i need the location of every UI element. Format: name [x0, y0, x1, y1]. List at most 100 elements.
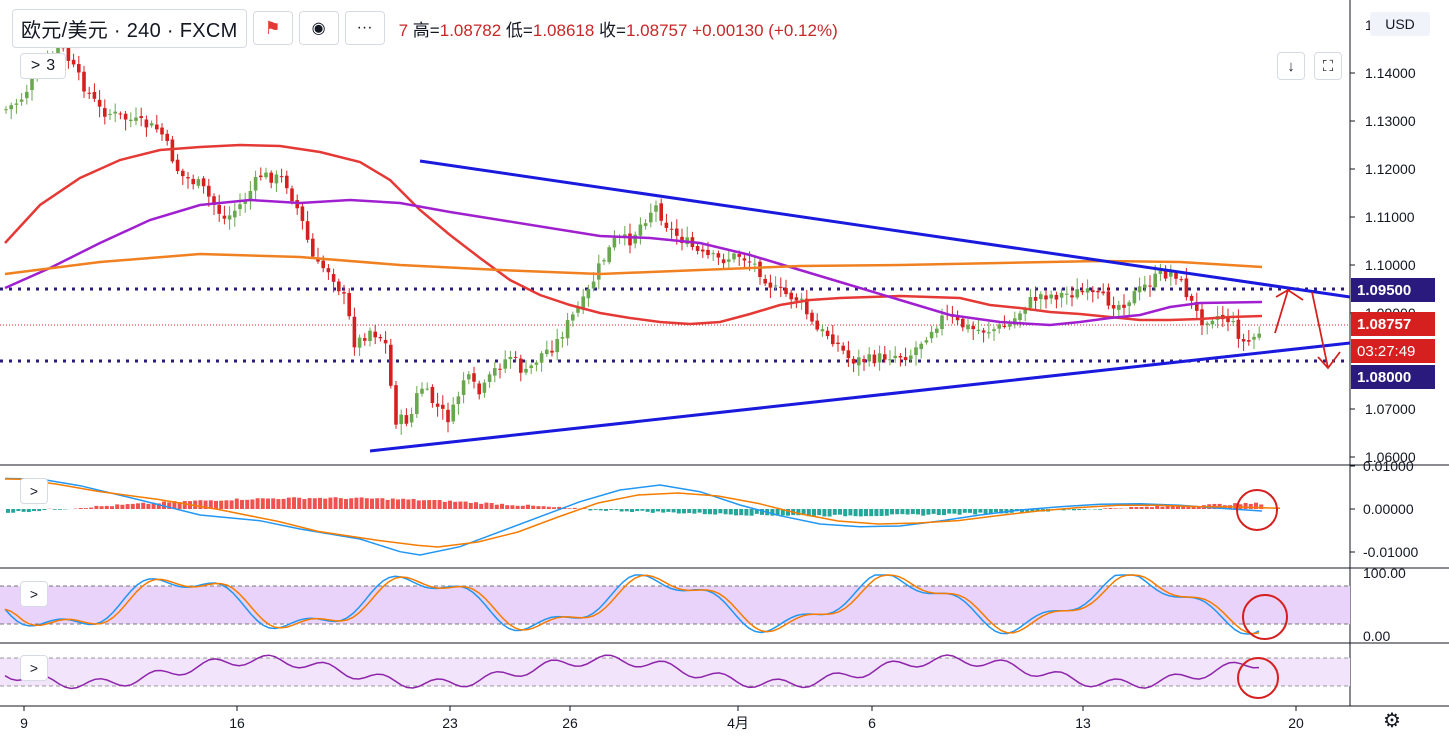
macd-tick-label: 0.00000: [1363, 501, 1414, 517]
macd-hist-bar: [1129, 506, 1134, 509]
macd-hist-bar: [713, 509, 718, 515]
macd-hist-bar: [26, 509, 31, 513]
macd-hist-bar: [276, 499, 281, 509]
macd-pane-toggle[interactable]: >: [20, 478, 48, 504]
macd-hist-bar: [328, 497, 333, 509]
candle-body: [581, 296, 585, 310]
currency-label[interactable]: USD: [1370, 12, 1430, 36]
stoch-highlight-circle: [1242, 594, 1288, 640]
candle-body: [524, 368, 528, 373]
candle-body: [1163, 270, 1168, 279]
candle-body: [441, 404, 445, 409]
fullscreen-icon[interactable]: ⛶: [1314, 52, 1342, 80]
resistance-price-label: 1.09500: [1351, 278, 1435, 302]
macd-hist-bar: [619, 509, 624, 512]
candle-body: [1028, 297, 1033, 308]
macd-hist-bar: [661, 509, 666, 513]
macd-hist-bar: [692, 509, 697, 514]
macd-hist-bar: [1176, 506, 1180, 509]
annotation-arrowhead: [1275, 289, 1289, 298]
indicators-toggle[interactable]: >3: [20, 53, 66, 79]
macd-hist-bar: [94, 505, 99, 509]
more-icon[interactable]: ···: [344, 11, 385, 45]
macd-hist-bar: [32, 509, 36, 512]
macd-hist-bar: [926, 509, 931, 515]
candle-body: [269, 172, 273, 183]
macd-hist-bar: [422, 500, 426, 509]
candle-body: [66, 47, 71, 61]
eye-icon[interactable]: ◉: [298, 11, 339, 45]
macd-hist-bar: [130, 503, 135, 509]
macd-hist-bar: [333, 497, 338, 509]
macd-hist-bar: [6, 509, 10, 513]
candle-body: [742, 258, 747, 261]
candle-body: [196, 179, 201, 186]
rsi-band: [0, 658, 1350, 686]
download-icon[interactable]: ↓: [1277, 52, 1305, 80]
candle-body: [1158, 270, 1163, 275]
settings-gear-icon[interactable]: ⚙: [1383, 710, 1401, 732]
candle-body: [446, 409, 450, 423]
candle-body: [1252, 336, 1256, 340]
price-tick-label: 1.13000: [1365, 113, 1416, 129]
symbol-button[interactable]: 欧元/美元 · 240 · FXCM: [12, 8, 247, 48]
candle-body: [1226, 317, 1230, 323]
macd-hist-bar: [448, 500, 452, 509]
candle-body: [253, 176, 258, 191]
macd-hist-bar: [1020, 509, 1024, 513]
macd-hist-bar: [567, 508, 572, 509]
candle-body: [555, 338, 559, 353]
candle-body: [669, 228, 674, 230]
macd-hist-bar: [463, 501, 468, 509]
macd-hist-bar: [546, 506, 551, 509]
candle-body: [924, 340, 929, 343]
candle-body: [519, 358, 523, 373]
macd-hist-bar: [1077, 509, 1082, 511]
macd-hist-bar: [931, 509, 936, 514]
candle-body: [992, 329, 996, 332]
macd-hist-bar: [916, 509, 920, 515]
macd-hist-bar: [1139, 506, 1144, 509]
flag-icon[interactable]: ⚑: [252, 11, 293, 45]
macd-line: [4, 477, 1263, 556]
macd-hist-bar: [780, 509, 785, 516]
macd-hist-bar: [401, 498, 406, 509]
macd-hist-bar: [1170, 506, 1175, 509]
macd-hist-bar: [734, 509, 738, 516]
candle-body: [1205, 323, 1209, 325]
macd-hist-bar: [853, 509, 858, 517]
rsi-pane-toggle[interactable]: >: [20, 655, 48, 681]
stoch-pane-toggle[interactable]: >: [20, 581, 48, 607]
candle-body: [732, 253, 736, 260]
candle-body: [680, 236, 684, 244]
candle-body: [139, 116, 143, 119]
macd-hist-bar: [141, 502, 146, 509]
candle-body: [394, 385, 398, 425]
macd-hist-bar: [437, 499, 442, 509]
candle-body: [1200, 309, 1204, 325]
candle-body: [461, 380, 466, 395]
candle-body: [836, 342, 840, 345]
stoch-band: [0, 586, 1350, 624]
macd-hist-bar: [942, 509, 946, 516]
candle-body: [503, 359, 507, 369]
candle-body: [1044, 295, 1048, 300]
macd-hist-bar: [182, 501, 187, 509]
macd-hist-bar: [624, 509, 629, 512]
macd-hist-bar: [250, 499, 255, 509]
macd-hist-bar: [453, 501, 458, 509]
candle-body: [123, 113, 128, 120]
macd-hist-bar: [978, 509, 983, 513]
candle-body: [877, 353, 882, 363]
macd-hist-bar: [474, 502, 478, 509]
macd-hist-bar: [552, 507, 556, 509]
candle-body: [805, 298, 809, 315]
candle-body: [404, 415, 409, 424]
candle-body: [799, 298, 804, 300]
candle-body: [654, 205, 658, 212]
candle-body: [14, 103, 19, 105]
macd-hist-bar: [994, 509, 998, 513]
macd-hist-bar: [682, 509, 686, 514]
candle-body: [337, 281, 341, 292]
